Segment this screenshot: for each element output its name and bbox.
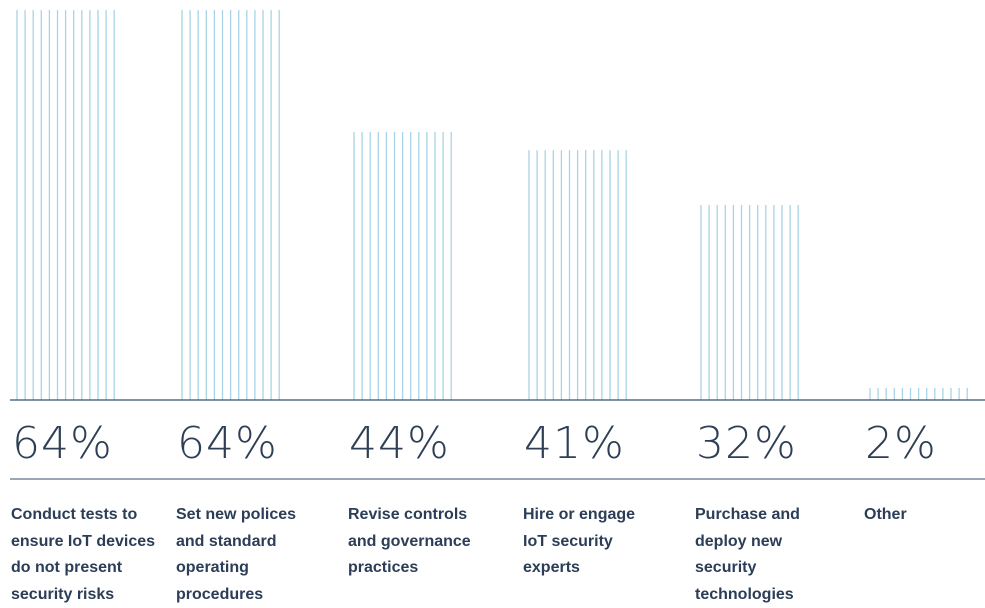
category-label: Purchase and deploy new security technol… [695,506,800,603]
category-label: Other [864,506,907,523]
value-label: 41% [524,418,625,469]
value-label: 64% [177,418,278,469]
bars-group [16,10,968,400]
bar-5 [700,205,799,400]
category-label: Conduct tests to ensure IoT devices do n… [11,506,156,603]
bar-3 [353,131,452,400]
value-label: 2% [865,418,937,469]
bar-4 [528,150,627,400]
value-label: 32% [696,418,797,469]
category-label: Revise controls and governance practices [348,506,471,576]
bar-2 [181,10,280,400]
category-label: Hire or engage IoT security experts [523,506,636,576]
value-label: 64% [12,418,113,469]
value-labels-group: 64% 64% 44% 41% 32% 2% [12,418,937,469]
bar-6 [869,387,968,400]
value-label: 44% [349,418,450,469]
category-label: Set new polices and standard operating p… [176,506,297,603]
bar-1 [16,10,115,400]
